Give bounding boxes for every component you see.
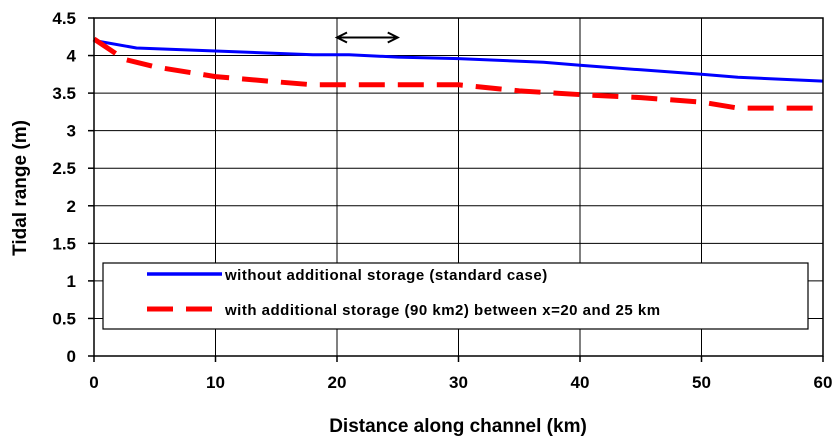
y-tick-label: 4 [67, 47, 77, 66]
x-tick-label: 30 [449, 373, 468, 392]
y-tick-label: 2 [67, 197, 76, 216]
tick-marks [88, 17, 824, 362]
legend: without additional storage (standard cas… [102, 262, 809, 330]
y-tick-label: 2.5 [52, 159, 76, 178]
y-tick-label: 4.5 [52, 9, 76, 28]
x-tick-label: 20 [328, 373, 347, 392]
tick-labels: 0 10 20 30 40 50 60 0 0.5 1 1.5 2 2.5 3 3.5 4 4.5 [52, 9, 832, 392]
series-line-1 [92, 36, 823, 111]
x-axis-title: Distance along channel (km) [329, 416, 587, 437]
x-tick-label: 10 [206, 373, 225, 392]
x-tick-label: 0 [89, 373, 98, 392]
y-tick-label: 0 [67, 347, 76, 366]
x-tick-label: 60 [814, 373, 833, 392]
series-layer [92, 36, 824, 111]
y-tick-label: 0.5 [52, 309, 76, 328]
series-line-0 [93, 39, 824, 83]
legend-label-storage: with additional storage (90 km2) between… [224, 302, 661, 319]
y-tick-label: 1 [67, 272, 76, 291]
range-annotation-arrow [334, 31, 400, 44]
y-tick-label: 1.5 [52, 234, 76, 253]
y-tick-label: 3 [67, 122, 76, 141]
x-tick-label: 50 [692, 373, 711, 392]
annotation-arrowhead-right [387, 31, 400, 44]
y-tick-label: 3.5 [52, 84, 76, 103]
x-tick-label: 40 [571, 373, 590, 392]
legend-label-standard: without additional storage (standard cas… [224, 267, 548, 284]
annotation-arrowhead-left [334, 31, 348, 44]
y-axis-title: Tidal range (m) [10, 120, 31, 256]
